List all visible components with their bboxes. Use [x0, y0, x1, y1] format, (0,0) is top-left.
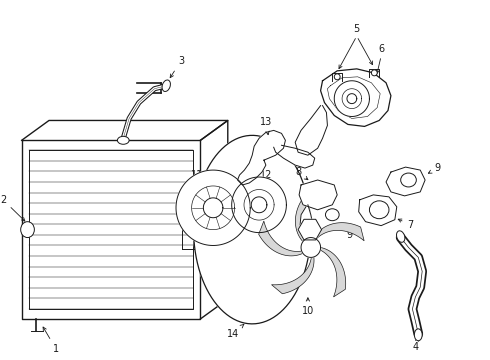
Text: 6: 6	[378, 44, 384, 54]
Polygon shape	[334, 81, 369, 117]
Ellipse shape	[371, 70, 377, 76]
Text: 3: 3	[170, 56, 184, 78]
Polygon shape	[271, 257, 314, 294]
Ellipse shape	[401, 173, 416, 187]
Text: 9: 9	[428, 163, 441, 173]
Text: 1: 1	[43, 327, 59, 354]
Ellipse shape	[21, 222, 34, 238]
Text: 5: 5	[354, 24, 360, 34]
Text: 11: 11	[192, 170, 205, 184]
Polygon shape	[295, 193, 321, 242]
Polygon shape	[359, 195, 397, 226]
Text: 12: 12	[260, 170, 272, 184]
Polygon shape	[238, 130, 285, 185]
Ellipse shape	[162, 80, 171, 91]
Polygon shape	[314, 223, 364, 241]
Text: 7: 7	[398, 219, 414, 230]
Polygon shape	[274, 145, 315, 168]
Polygon shape	[386, 167, 425, 196]
Polygon shape	[320, 69, 391, 126]
Ellipse shape	[118, 136, 129, 144]
Polygon shape	[295, 105, 327, 155]
Polygon shape	[194, 135, 311, 324]
Polygon shape	[259, 221, 303, 256]
Text: 13: 13	[260, 117, 272, 135]
Polygon shape	[176, 170, 250, 246]
Polygon shape	[320, 247, 346, 297]
Text: 2: 2	[0, 195, 25, 221]
Ellipse shape	[325, 209, 339, 221]
Text: 9: 9	[343, 224, 353, 239]
Ellipse shape	[396, 231, 405, 242]
Polygon shape	[251, 197, 267, 213]
Polygon shape	[298, 219, 321, 240]
Polygon shape	[301, 238, 320, 257]
Text: 14: 14	[226, 324, 244, 339]
Text: 10: 10	[302, 298, 314, 316]
Polygon shape	[347, 94, 357, 104]
Text: 8: 8	[295, 167, 308, 180]
Polygon shape	[300, 205, 313, 238]
Text: 4: 4	[412, 338, 418, 352]
Ellipse shape	[334, 74, 340, 80]
Polygon shape	[203, 198, 223, 218]
Polygon shape	[232, 177, 286, 233]
Ellipse shape	[369, 201, 389, 219]
Ellipse shape	[415, 329, 422, 341]
Polygon shape	[299, 180, 337, 210]
